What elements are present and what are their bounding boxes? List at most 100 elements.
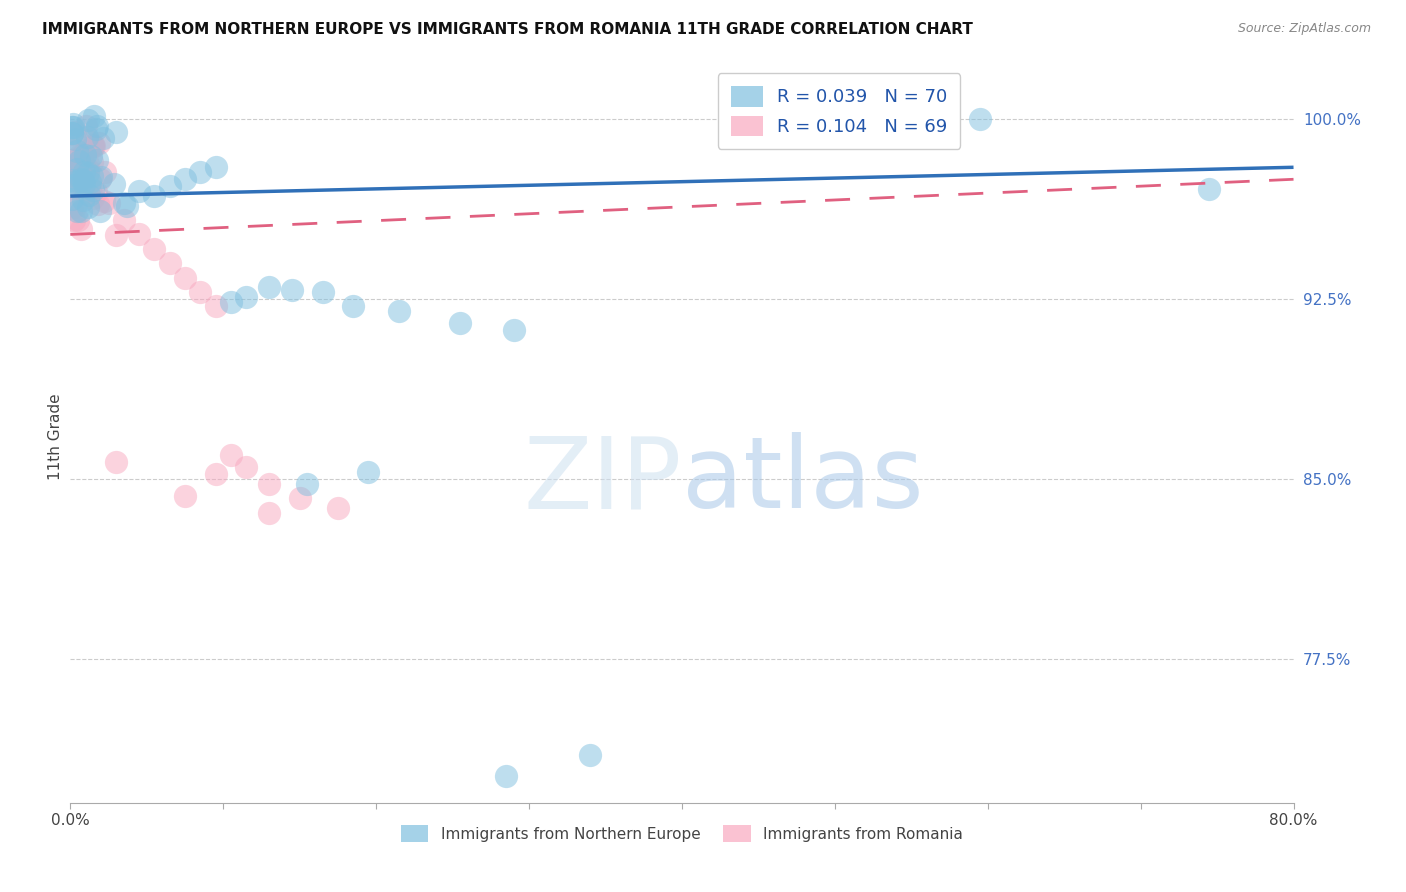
- Point: [86, 119, 108, 133]
- Point: [112, 196, 135, 211]
- Point: [257, 476, 280, 491]
- Point: [76, 130, 98, 145]
- Point: [79, 175, 101, 189]
- Point: [60, 126, 83, 140]
- Point: [86, 153, 108, 167]
- Point: [83, 109, 105, 123]
- Point: [82, 138, 104, 153]
- Point: [174, 172, 197, 186]
- Point: [72, 147, 94, 161]
- Point: [84, 122, 107, 136]
- Point: [69, 165, 91, 179]
- Point: [83, 139, 105, 153]
- Point: [502, 323, 524, 337]
- Point: [69, 148, 91, 162]
- Point: [449, 316, 471, 330]
- Point: [103, 177, 125, 191]
- Point: [69, 222, 91, 236]
- Point: [219, 448, 242, 462]
- Point: [115, 199, 138, 213]
- Point: [63, 144, 86, 158]
- Point: [60, 173, 83, 187]
- Point: [77, 162, 100, 177]
- Point: [72, 173, 94, 187]
- Point: [82, 139, 104, 153]
- Point: [204, 299, 226, 313]
- Point: [72, 178, 94, 192]
- Point: [77, 200, 100, 214]
- Point: [159, 179, 181, 194]
- Point: [495, 769, 517, 783]
- Point: [62, 117, 84, 131]
- Point: [80, 149, 103, 163]
- Point: [311, 285, 333, 299]
- Point: [77, 166, 100, 180]
- Point: [66, 144, 89, 158]
- Point: [90, 169, 112, 184]
- Point: [1198, 182, 1220, 196]
- Point: [326, 500, 349, 515]
- Point: [62, 213, 84, 227]
- Point: [174, 489, 197, 503]
- Point: [188, 165, 211, 179]
- Point: [87, 197, 110, 211]
- Text: ZIP: ZIP: [523, 433, 682, 530]
- Point: [89, 136, 111, 150]
- Point: [76, 113, 98, 128]
- Point: [143, 242, 166, 256]
- Point: [66, 203, 89, 218]
- Point: [188, 285, 211, 299]
- Point: [89, 204, 111, 219]
- Point: [105, 227, 128, 242]
- Point: [174, 270, 197, 285]
- Point: [65, 169, 87, 183]
- Point: [579, 747, 602, 762]
- Point: [235, 290, 257, 304]
- Point: [77, 188, 100, 202]
- Point: [89, 172, 111, 186]
- Point: [62, 120, 84, 134]
- Point: [257, 506, 280, 520]
- Point: [63, 170, 86, 185]
- Point: [60, 120, 83, 134]
- Point: [235, 460, 257, 475]
- Point: [388, 304, 411, 318]
- Point: [82, 183, 104, 197]
- Point: [65, 159, 87, 173]
- Point: [62, 176, 84, 190]
- Point: [84, 185, 107, 199]
- Point: [204, 467, 226, 482]
- Point: [73, 148, 96, 162]
- Point: [143, 189, 166, 203]
- Point: [128, 227, 150, 242]
- Legend: Immigrants from Northern Europe, Immigrants from Romania: Immigrants from Northern Europe, Immigra…: [394, 817, 970, 850]
- Text: Source: ZipAtlas.com: Source: ZipAtlas.com: [1237, 22, 1371, 36]
- Point: [70, 161, 93, 175]
- Point: [288, 491, 311, 506]
- Text: IMMIGRANTS FROM NORTHERN EUROPE VS IMMIGRANTS FROM ROMANIA 11TH GRADE CORRELATIO: IMMIGRANTS FROM NORTHERN EUROPE VS IMMIG…: [42, 22, 973, 37]
- Point: [105, 125, 128, 139]
- Point: [297, 476, 319, 491]
- Point: [63, 178, 86, 193]
- Point: [281, 283, 304, 297]
- Point: [62, 158, 84, 172]
- Point: [63, 125, 86, 139]
- Point: [67, 154, 90, 169]
- Point: [75, 186, 97, 201]
- Y-axis label: 11th Grade: 11th Grade: [48, 393, 63, 481]
- Point: [76, 156, 98, 170]
- Point: [93, 194, 115, 208]
- Point: [80, 154, 103, 169]
- Point: [60, 127, 83, 141]
- Point: [60, 161, 83, 176]
- Point: [69, 177, 91, 191]
- Point: [80, 169, 103, 183]
- Point: [97, 196, 120, 211]
- Point: [91, 131, 114, 145]
- Point: [79, 183, 101, 197]
- Point: [105, 455, 128, 469]
- Point: [66, 162, 89, 177]
- Point: [72, 193, 94, 207]
- Point: [257, 280, 280, 294]
- Point: [94, 165, 117, 179]
